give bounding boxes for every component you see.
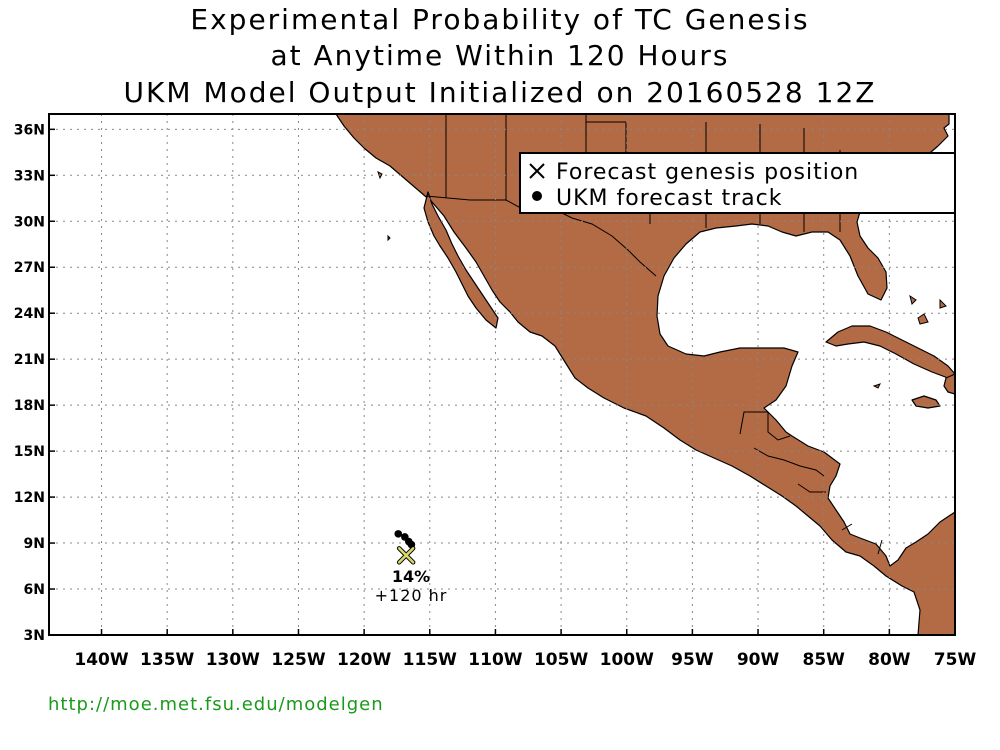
title-line-3: UKM Model Output Initialized on 20160528…: [123, 76, 877, 109]
legend-box: [519, 152, 956, 214]
legend-x-icon: [529, 163, 545, 179]
lon-tick-label: 110W: [468, 650, 522, 670]
guatemala-belize-border: [739, 411, 791, 441]
hispaniola: [943, 373, 955, 395]
lat-tick-label: 12N: [14, 490, 45, 506]
lat-tick-label: 9N: [24, 536, 45, 552]
lon-tick-label: 75W: [934, 650, 977, 670]
genesis-x-marker: [397, 547, 415, 564]
costa-rica-panama-border: [841, 523, 883, 555]
lat-tick-label: 21N: [14, 352, 45, 368]
source-url[interactable]: http://moe.met.fsu.edu/modelgen: [48, 694, 384, 715]
title-line-1: Experimental Probability of TC Genesis: [190, 3, 810, 36]
title-line-2: at Anytime Within 120 Hours: [270, 39, 730, 72]
lon-tick-label: 80W: [868, 650, 911, 670]
lat-tick-label: 3N: [24, 628, 45, 644]
lat-lon-grid: [49, 114, 955, 635]
lon-tick-label: 140W: [74, 650, 128, 670]
lon-tick-label: 85W: [802, 650, 845, 670]
legend-genesis-label: Forecast genesis position: [556, 160, 859, 185]
lon-tick-label: 135W: [140, 650, 194, 670]
lat-tick-label: 24N: [14, 306, 45, 322]
baja-california: [423, 191, 499, 329]
land-layer: [335, 114, 955, 635]
lat-tick-label: 6N: [24, 582, 45, 598]
lon-ticks: 140W 135W 130W 125W 120W 115W 110W 105W 100W 95W 9…: [74, 629, 976, 670]
lon-tick-label: 125W: [271, 650, 325, 670]
lon-tick-label: 115W: [403, 650, 457, 670]
genesis-probability-label: 14%: [392, 567, 430, 586]
lon-tick-label: 95W: [671, 650, 714, 670]
lat-tick-label: 36N: [14, 122, 45, 138]
honduras-nicaragua-border: [753, 447, 826, 493]
lon-tick-label: 90W: [737, 650, 780, 670]
lat-tick-label: 33N: [14, 168, 45, 184]
genesis-marker-group: [396, 546, 416, 565]
lon-tick-label: 105W: [534, 650, 588, 670]
genesis-lead-time-label: +120 hr: [375, 586, 448, 605]
forecast-track: [394, 530, 416, 549]
lat-tick-label: 30N: [14, 214, 45, 230]
us-mexico-border: [425, 195, 657, 277]
lon-tick-label: 100W: [600, 650, 654, 670]
lon-tick-label: 130W: [206, 650, 260, 670]
lon-tick-label: 120W: [337, 650, 391, 670]
legend: Forecast genesis position UKM forecast t…: [519, 152, 956, 214]
mainland-north-america: [335, 114, 955, 635]
legend-track-label: UKM forecast track: [556, 186, 782, 211]
cayman-islands: [872, 383, 881, 389]
bahamas: [909, 294, 947, 325]
track-point: [394, 530, 403, 538]
legend-dot-icon: [532, 191, 542, 201]
lat-tick-label: 27N: [14, 260, 45, 276]
lat-tick-label: 18N: [14, 398, 45, 414]
cuba: [825, 325, 955, 379]
lat-tick-label: 15N: [14, 444, 45, 460]
lat-ticks: 36N 33N 30N 27N 24N 21N 18N 15N 12N 9N 6N 3N: [14, 122, 55, 644]
map-frame: [48, 113, 956, 636]
